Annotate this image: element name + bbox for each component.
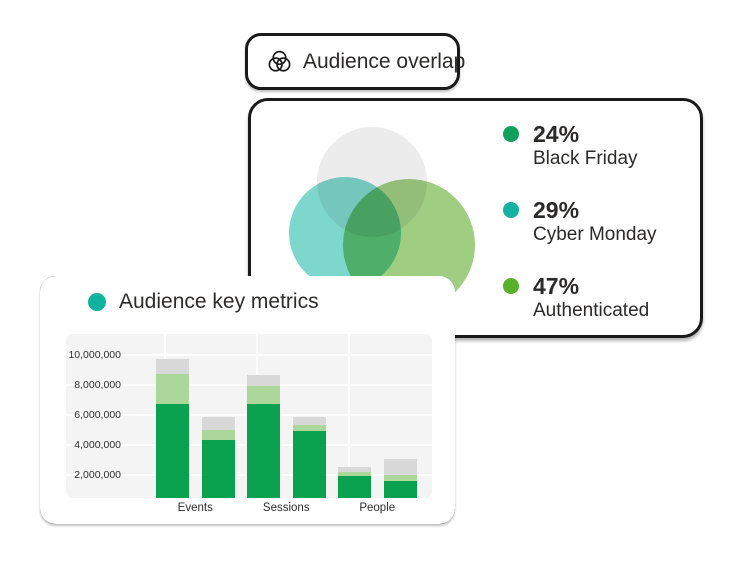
bar-segment-gray	[156, 358, 189, 375]
audience-key-metrics-card: Audience key metrics 2,000,000 4,000,000 6…	[40, 276, 455, 524]
audience-overlap-badge[interactable]: Audience overlap	[245, 33, 465, 90]
legend-item-black-friday: 24% Black Friday	[503, 121, 657, 171]
stacked-bar	[156, 358, 189, 498]
legend-label: Black Friday	[533, 148, 638, 169]
venn-diagram-icon	[268, 50, 291, 72]
bar-segment-light-green	[201, 429, 235, 441]
card-title: Audience key metrics	[119, 290, 319, 313]
legend-dot	[503, 278, 519, 294]
bar-segment-light-green	[156, 374, 189, 405]
legend-dot	[503, 126, 519, 142]
y-tick-label: 10,000,000	[68, 348, 121, 361]
bar-segment-dark-green	[292, 430, 326, 498]
bar-segment-dark-green	[156, 404, 189, 498]
legend-dot	[503, 202, 519, 218]
stacked-bar	[338, 466, 371, 498]
x-axis-labels: Events Sessions People	[66, 502, 432, 518]
venn-legend: 24% Black Friday 29% Cyber Monday 47% Au…	[503, 121, 657, 323]
bar-segment-dark-green	[201, 440, 235, 498]
bar-segment-gray	[338, 466, 371, 472]
stacked-bar	[383, 459, 417, 498]
y-tick-label: 8,000,000	[74, 378, 121, 391]
bar-segment-gray	[247, 375, 280, 386]
bar-segment-dark-green	[247, 404, 280, 498]
bar-segment-dark-green	[383, 480, 417, 498]
bar-segment-dark-green	[338, 476, 371, 498]
legend-percent: 29%	[533, 197, 580, 223]
y-tick-label: 6,000,000	[74, 408, 121, 421]
legend-percent: 24%	[533, 121, 580, 147]
x-axis-label: People	[359, 502, 396, 514]
y-tick-label: 2,000,000	[74, 468, 121, 481]
legend-label: Cyber Monday	[533, 224, 657, 245]
bar-segment-gray	[292, 417, 326, 425]
horizontal-gridline	[66, 353, 432, 356]
bar-segment-light-green	[338, 471, 371, 477]
stacked-bar	[201, 417, 235, 498]
stacked-bar	[292, 417, 326, 498]
x-axis-label: Sessions	[262, 502, 310, 514]
bar-segment-light-green	[247, 385, 280, 405]
stacked-bar-chart: 2,000,000 4,000,000 6,000,000 8,000,000 10,0…	[66, 334, 432, 498]
vertical-gridline	[348, 334, 350, 498]
legend-item-cyber-monday: 29% Cyber Monday	[503, 197, 657, 247]
audience-overlap-card: 24% Black Friday 29% Cyber Monday 47% Au…	[248, 98, 703, 338]
x-axis-label: Events	[177, 502, 213, 514]
bar-segment-light-green	[292, 424, 326, 431]
badge-label: Audience overlap	[303, 49, 466, 73]
legend-percent: 47%	[533, 273, 580, 299]
legend-item-authenticated: 47% Authenticated	[503, 273, 657, 323]
y-tick-label: 4,000,000	[74, 438, 121, 451]
legend-label: Authenticated	[533, 300, 650, 321]
bar-segment-gray	[201, 417, 235, 430]
card-title-row: Audience key metrics	[88, 290, 319, 314]
title-dot	[88, 293, 106, 311]
bar-segment-light-green	[383, 474, 417, 481]
stacked-bar	[247, 375, 280, 498]
bar-segment-gray	[383, 459, 417, 475]
